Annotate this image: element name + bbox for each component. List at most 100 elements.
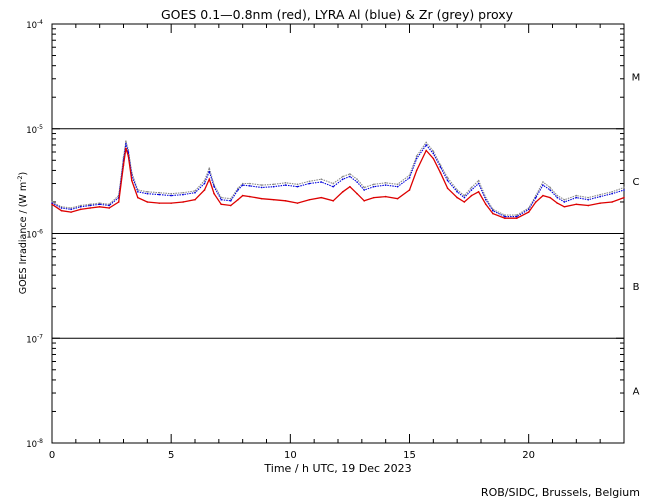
x-tick-label: 15: [403, 450, 416, 461]
series-point: [51, 203, 53, 206]
series-point: [349, 173, 351, 175]
y-tick-label: 10-6: [26, 229, 43, 241]
series-point: [320, 181, 323, 183]
series-point: [396, 185, 399, 188]
series-point: [363, 200, 366, 202]
series-point: [308, 182, 311, 185]
series-point: [463, 201, 466, 203]
series-point: [611, 201, 613, 203]
series-point: [587, 196, 590, 199]
series-point: [296, 183, 299, 186]
series-point: [556, 194, 559, 197]
series-point: [432, 157, 435, 160]
series-point: [425, 141, 427, 144]
series-point: [425, 149, 427, 152]
series-point: [535, 201, 537, 203]
series-point: [415, 169, 418, 172]
series-point: [504, 214, 506, 216]
series-point: [122, 164, 125, 166]
series-point: [408, 177, 411, 179]
series-point: [515, 217, 518, 219]
series-point: [556, 196, 559, 199]
series-point: [208, 178, 211, 180]
series-line: [51, 141, 625, 216]
series-point: [527, 208, 530, 211]
series-point: [89, 203, 91, 206]
series-point: [599, 195, 601, 198]
series-point: [60, 209, 63, 212]
x-axis-ticks: 0 5 10 15 20: [49, 24, 625, 461]
series-point: [432, 150, 435, 153]
series-point: [587, 204, 590, 207]
series-point: [341, 191, 344, 193]
series-point: [194, 198, 196, 201]
y-tick-label: 10-4: [26, 19, 43, 31]
series-point: [208, 170, 211, 173]
series-point: [563, 198, 566, 201]
series-point: [249, 185, 251, 187]
series-point: [213, 192, 215, 195]
series-point: [372, 183, 375, 186]
series-point: [296, 185, 299, 188]
y-axis-ticks: 10-8 10-7 10-6 10-5 10-4: [26, 19, 624, 450]
series-point: [260, 186, 263, 189]
series-point: [158, 193, 161, 196]
series-point: [117, 201, 120, 203]
series-point: [484, 203, 487, 206]
series-point: [194, 190, 196, 192]
series-point: [556, 202, 559, 204]
series-point: [575, 196, 578, 199]
series-point: [363, 186, 366, 189]
series-point: [623, 189, 625, 191]
series-point: [549, 196, 551, 199]
series-point: [131, 179, 133, 182]
series-point: [356, 178, 358, 180]
series-point: [208, 167, 211, 170]
x-tick-label: 10: [284, 450, 297, 461]
footer-credit: ROB/SIDC, Brussels, Belgium: [481, 486, 640, 499]
series-point: [249, 195, 251, 198]
series-point: [384, 195, 387, 198]
series-point: [137, 191, 139, 193]
flare-class-label: M: [632, 72, 641, 83]
series-point: [463, 194, 466, 197]
series-point: [563, 201, 566, 203]
series-point: [456, 189, 458, 191]
series-point: [249, 182, 251, 185]
series-point: [296, 202, 299, 204]
series-point: [332, 200, 335, 202]
series-point: [484, 198, 487, 201]
series-point: [98, 202, 101, 204]
series-point: [272, 183, 275, 186]
series-point: [446, 179, 449, 182]
series-point: [341, 175, 344, 178]
series-point: [229, 200, 232, 202]
series-point: [241, 182, 244, 185]
series-point: [611, 192, 613, 195]
series-point: [203, 182, 206, 185]
series-point: [125, 147, 127, 150]
series-point: [284, 181, 287, 184]
series-point: [349, 175, 351, 178]
series-point: [599, 202, 601, 204]
series-point: [79, 205, 82, 208]
series-point: [363, 189, 366, 191]
series-point: [446, 177, 449, 179]
series-point: [446, 187, 449, 190]
series-point: [237, 198, 239, 201]
chart-title: GOES 0.1—0.8nm (red), LYRA Al (blue) & Z…: [161, 7, 514, 22]
y-axis-label-sup: -2: [16, 175, 24, 181]
series-point: [220, 198, 223, 201]
series-point: [284, 200, 287, 202]
series-point: [158, 191, 161, 194]
series-point: [108, 204, 110, 207]
series-point: [194, 191, 196, 194]
series-point: [51, 201, 53, 203]
series-point: [372, 185, 375, 188]
series-point: [213, 185, 215, 188]
series-point: [349, 185, 351, 188]
series-point: [332, 185, 335, 188]
series-line: [51, 143, 625, 218]
series-point: [470, 194, 473, 197]
